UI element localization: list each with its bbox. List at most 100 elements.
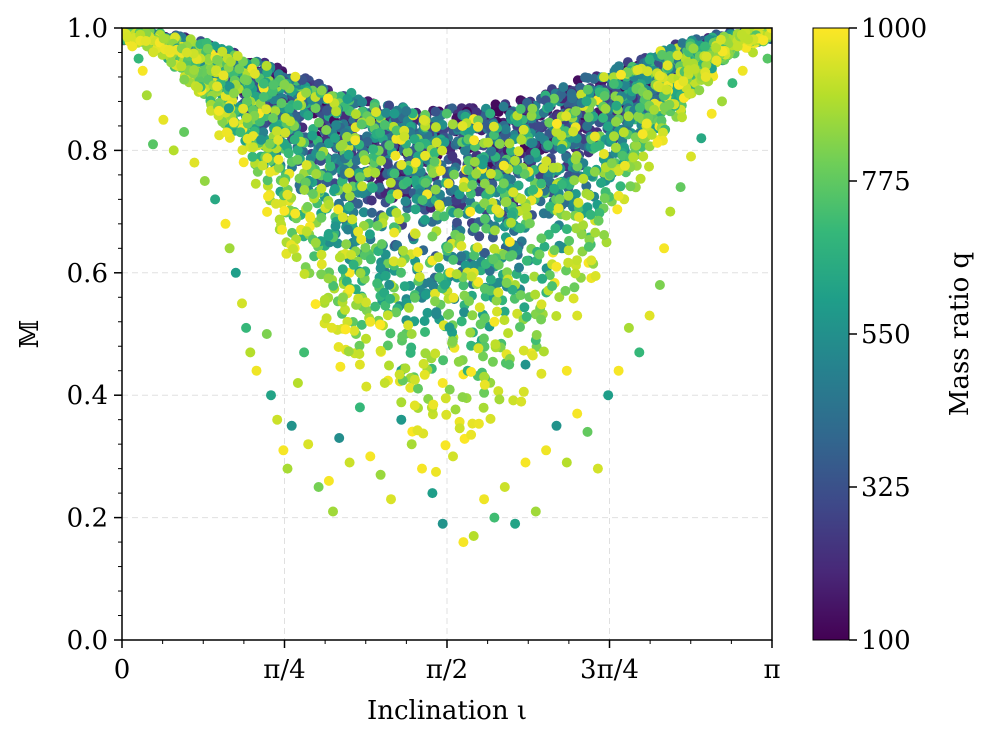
data-point	[328, 506, 338, 517]
data-point	[398, 245, 409, 256]
data-point	[232, 51, 243, 61]
data-point	[372, 278, 383, 289]
data-point	[430, 106, 441, 117]
data-point	[214, 130, 225, 141]
y-tick-label: 0.0	[67, 626, 108, 656]
data-point	[384, 360, 394, 371]
data-point	[422, 307, 433, 318]
data-point	[485, 274, 496, 285]
data-point	[210, 194, 221, 205]
data-point	[271, 126, 282, 137]
data-point	[498, 178, 509, 189]
data-point	[350, 109, 361, 120]
data-point	[396, 267, 406, 278]
data-point	[610, 142, 621, 153]
data-point	[736, 29, 747, 40]
colorbar-tick-label: 1000	[861, 14, 927, 44]
data-point	[459, 307, 470, 318]
data-point	[280, 113, 291, 123]
data-point	[444, 384, 455, 395]
data-point	[609, 131, 619, 142]
data-point	[354, 349, 365, 359]
data-point	[485, 413, 496, 424]
data-point	[696, 133, 707, 144]
data-point	[321, 125, 332, 135]
data-point	[323, 231, 334, 241]
data-point	[454, 189, 465, 200]
data-point	[431, 137, 442, 148]
data-point	[492, 306, 502, 317]
data-point	[479, 379, 490, 390]
data-point	[475, 319, 486, 330]
data-point	[472, 242, 483, 253]
data-point	[543, 229, 554, 240]
data-point	[649, 104, 660, 115]
data-point	[340, 324, 351, 335]
data-point	[599, 72, 609, 83]
data-point	[641, 118, 652, 129]
data-point	[608, 78, 619, 89]
data-point	[543, 140, 553, 151]
data-point	[406, 439, 417, 450]
data-point	[375, 345, 386, 356]
data-point	[654, 70, 665, 81]
data-point	[515, 104, 526, 114]
data-point	[465, 206, 476, 217]
data-point	[528, 184, 539, 195]
data-point	[189, 157, 200, 168]
data-point	[300, 177, 311, 188]
data-point	[401, 106, 412, 116]
data-point	[677, 38, 688, 49]
data-point	[434, 263, 445, 273]
data-point	[536, 233, 547, 244]
data-point	[419, 369, 430, 380]
data-point	[766, 28, 772, 34]
data-point	[515, 290, 526, 301]
data-point	[451, 269, 462, 280]
data-point	[249, 68, 260, 79]
data-point	[518, 124, 529, 135]
data-point	[551, 126, 562, 137]
data-point	[551, 261, 562, 272]
data-point	[392, 189, 403, 200]
data-point	[450, 404, 461, 415]
data-point	[584, 190, 595, 201]
data-point	[457, 392, 468, 403]
data-point	[402, 147, 413, 158]
data-point	[469, 156, 480, 167]
data-point	[241, 112, 252, 123]
data-point	[430, 288, 440, 299]
data-point	[164, 45, 175, 55]
data-point	[316, 85, 327, 96]
data-point	[396, 159, 407, 170]
data-point	[413, 262, 424, 273]
y-axis-ticks: 0.0 0.2 0.4 0.6 0.8 1.0	[67, 14, 122, 656]
data-point	[292, 378, 303, 388]
data-point	[264, 138, 275, 149]
data-point	[361, 333, 371, 344]
data-point	[261, 60, 272, 71]
data-point	[518, 386, 529, 397]
data-point	[570, 154, 581, 165]
data-point	[431, 309, 442, 320]
data-point	[303, 110, 314, 121]
data-point	[516, 396, 527, 407]
data-point	[694, 85, 705, 96]
data-point	[661, 84, 672, 95]
data-point	[561, 265, 572, 276]
data-point	[380, 270, 391, 281]
data-point	[654, 280, 665, 290]
data-point	[438, 355, 449, 366]
data-point	[634, 102, 645, 113]
data-point	[122, 32, 133, 43]
data-point	[319, 294, 330, 305]
data-point	[541, 445, 552, 456]
data-point	[589, 73, 599, 84]
data-point	[556, 144, 567, 154]
y-tick-label: 0.4	[67, 381, 108, 411]
data-point	[342, 183, 353, 194]
data-point	[553, 203, 564, 214]
data-point	[536, 299, 547, 310]
data-point	[420, 177, 431, 188]
